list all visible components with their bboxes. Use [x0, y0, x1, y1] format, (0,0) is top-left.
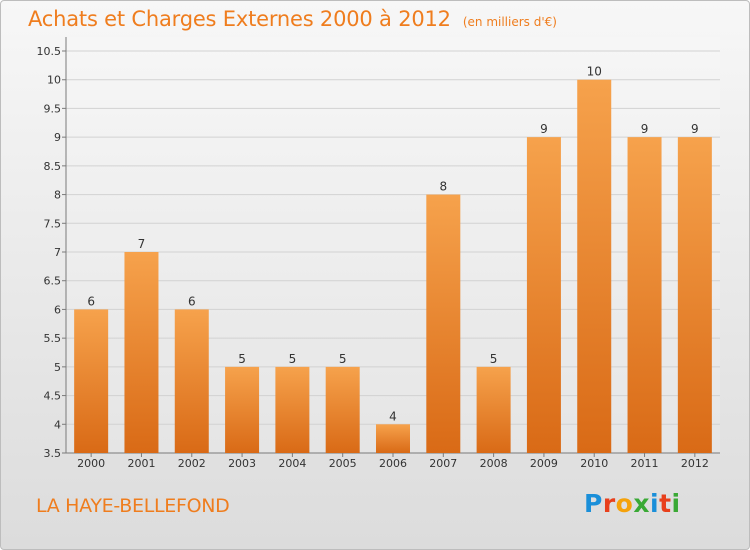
logo-letter: r: [602, 489, 616, 518]
x-tick-label: 2005: [329, 457, 357, 470]
data-labels: 6 7 6 5 5 5 4 8 5 9 10 9 9: [87, 65, 698, 424]
logo-letter: P: [584, 489, 603, 518]
y-tick-labels: 3.5 4 4.5 5 5.5 6 6.5 7 7.5 8 8.5 9 9.5 10 10.5: [37, 45, 62, 460]
data-label: 5: [339, 352, 347, 366]
bar: [476, 366, 511, 453]
y-tick-label: 6.5: [44, 275, 62, 288]
bar: [325, 366, 360, 453]
y-tick-label: 5: [54, 361, 61, 374]
logo-letter: o: [615, 489, 634, 518]
y-tick-label: 7: [54, 246, 61, 259]
y-tick-label: 10: [47, 74, 61, 87]
bar: [677, 137, 712, 453]
data-label: 9: [641, 122, 649, 136]
y-tick-label: 4.5: [44, 390, 62, 403]
y-tick-label: 10.5: [37, 45, 62, 58]
x-tick-label: 2011: [631, 457, 659, 470]
bar: [225, 366, 260, 453]
y-tick-label: 8: [54, 189, 61, 202]
y-tick-label: 8.5: [44, 160, 62, 173]
commune-name: LA HAYE-BELLEFOND: [36, 495, 230, 517]
x-tick-label: 2008: [480, 457, 508, 470]
y-tick-label: 3.5: [44, 447, 62, 460]
x-tick-label: 2002: [178, 457, 206, 470]
data-label: 10: [587, 65, 602, 79]
y-tick-label: 9: [54, 131, 61, 144]
y-tick-label: 9.5: [44, 102, 62, 115]
x-tick-label: 2003: [228, 457, 256, 470]
logo-letter: i: [650, 489, 660, 518]
bar: [124, 252, 159, 453]
data-label: 6: [87, 294, 95, 308]
plot-area: [66, 37, 720, 453]
chart-unit: (en milliers d'€): [462, 15, 557, 29]
data-label: 8: [439, 180, 447, 194]
logo-letter: i: [671, 489, 681, 518]
x-tick-label: 2006: [379, 457, 407, 470]
bar: [627, 137, 662, 453]
bar: [376, 424, 410, 453]
x-tick-label: 2001: [127, 457, 155, 470]
bar: [526, 137, 561, 453]
y-tick-label: 7.5: [44, 217, 62, 230]
bars: [74, 79, 712, 454]
x-tick-label: 2004: [278, 457, 306, 470]
data-label: 5: [238, 352, 246, 366]
x-tick-label: 2010: [580, 457, 608, 470]
bar: [426, 194, 461, 454]
y-tick-label: 4: [54, 418, 61, 431]
x-tick-label: 2009: [530, 457, 558, 470]
bar: [275, 366, 310, 453]
x-tick-labels: 2000 2001 2002 2003 2004 2005 2006 2007 2008 2009…: [77, 453, 709, 470]
bar: [577, 79, 612, 453]
data-label: 4: [389, 409, 397, 423]
logo-letter: t: [659, 489, 672, 518]
data-label: 9: [540, 122, 548, 136]
data-label: 7: [138, 237, 146, 251]
data-label: 6: [188, 294, 196, 308]
proxiti-logo: Proxiti: [584, 489, 681, 518]
y-tick-label: 6: [54, 303, 61, 316]
data-label: 5: [490, 352, 498, 366]
data-label: 5: [289, 352, 297, 366]
x-tick-label: 2007: [429, 457, 457, 470]
y-tick-label: 5.5: [44, 332, 62, 345]
logo-letter: x: [633, 489, 650, 518]
chart-title: Achats et Charges Externes 2000 à 2012: [28, 7, 451, 31]
x-tick-label: 2012: [681, 457, 709, 470]
chart-header: Achats et Charges Externes 2000 à 2012 (e…: [28, 7, 557, 31]
bar: [174, 309, 209, 453]
bar: [74, 309, 109, 453]
x-tick-label: 2000: [77, 457, 105, 470]
data-label: 9: [691, 122, 699, 136]
